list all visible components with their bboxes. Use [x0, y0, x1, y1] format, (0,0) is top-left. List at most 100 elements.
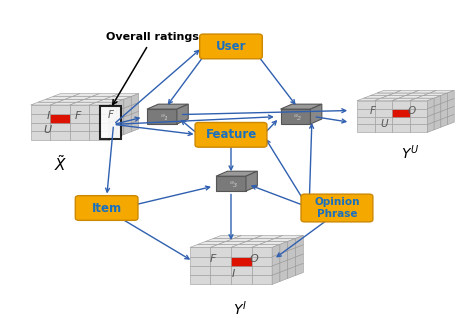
Polygon shape: [112, 93, 139, 96]
Polygon shape: [288, 257, 296, 269]
Polygon shape: [406, 93, 430, 95]
Polygon shape: [288, 248, 296, 260]
Polygon shape: [441, 93, 448, 103]
Polygon shape: [190, 275, 211, 284]
Polygon shape: [251, 245, 280, 247]
Text: Opinion
Phrase: Opinion Phrase: [314, 197, 360, 219]
Polygon shape: [392, 116, 410, 124]
Polygon shape: [213, 235, 242, 238]
Polygon shape: [296, 263, 304, 275]
Polygon shape: [430, 90, 454, 93]
Polygon shape: [50, 123, 70, 131]
Polygon shape: [296, 254, 304, 266]
Polygon shape: [131, 102, 139, 114]
Polygon shape: [50, 114, 70, 123]
Polygon shape: [92, 93, 119, 96]
Polygon shape: [280, 104, 322, 109]
Polygon shape: [50, 131, 70, 140]
Polygon shape: [288, 266, 296, 279]
Polygon shape: [392, 101, 410, 109]
Polygon shape: [190, 266, 211, 275]
Polygon shape: [288, 238, 296, 251]
Polygon shape: [116, 108, 124, 120]
Polygon shape: [417, 95, 441, 98]
Polygon shape: [441, 109, 448, 119]
Polygon shape: [392, 109, 410, 116]
Polygon shape: [280, 241, 288, 254]
Polygon shape: [65, 96, 92, 99]
Polygon shape: [53, 93, 80, 96]
Polygon shape: [38, 99, 65, 102]
Polygon shape: [70, 105, 89, 114]
Polygon shape: [434, 95, 441, 106]
Polygon shape: [280, 260, 288, 272]
Polygon shape: [381, 95, 406, 98]
Polygon shape: [434, 111, 441, 122]
Polygon shape: [272, 263, 280, 275]
Text: ᵊ₂: ᵊ₂: [294, 113, 302, 122]
Polygon shape: [89, 102, 116, 105]
Polygon shape: [30, 102, 58, 105]
Polygon shape: [392, 98, 417, 101]
Polygon shape: [375, 116, 392, 124]
Text: I: I: [232, 269, 235, 279]
Polygon shape: [272, 245, 280, 257]
Text: ᵊ₃: ᵊ₃: [229, 180, 237, 189]
Polygon shape: [30, 114, 50, 123]
Polygon shape: [272, 272, 280, 284]
FancyBboxPatch shape: [195, 122, 267, 147]
Text: F: F: [210, 254, 216, 264]
Polygon shape: [211, 266, 231, 275]
Polygon shape: [410, 124, 427, 132]
Polygon shape: [30, 123, 50, 131]
Polygon shape: [392, 124, 410, 132]
Polygon shape: [89, 105, 109, 114]
Text: O: O: [408, 106, 416, 116]
Polygon shape: [177, 104, 188, 124]
Polygon shape: [375, 98, 399, 101]
Polygon shape: [267, 238, 296, 241]
Polygon shape: [251, 247, 272, 257]
Polygon shape: [399, 95, 423, 98]
Text: ᵊ₁: ᵊ₁: [160, 113, 168, 122]
Polygon shape: [50, 102, 77, 105]
Polygon shape: [116, 126, 124, 137]
Polygon shape: [211, 275, 231, 284]
Polygon shape: [109, 120, 116, 131]
Polygon shape: [375, 124, 392, 132]
Polygon shape: [147, 109, 177, 124]
Polygon shape: [375, 109, 392, 116]
Polygon shape: [85, 96, 112, 99]
Polygon shape: [206, 238, 234, 241]
Polygon shape: [231, 257, 251, 266]
Polygon shape: [441, 101, 448, 111]
Polygon shape: [231, 275, 251, 284]
Polygon shape: [70, 131, 89, 140]
Polygon shape: [423, 93, 448, 95]
Text: U: U: [380, 119, 388, 128]
Polygon shape: [131, 120, 139, 132]
Text: I: I: [46, 111, 49, 121]
Polygon shape: [395, 90, 419, 93]
Polygon shape: [310, 104, 322, 124]
Polygon shape: [97, 99, 124, 102]
Polygon shape: [364, 95, 388, 98]
Polygon shape: [70, 102, 97, 105]
Polygon shape: [77, 99, 104, 102]
Text: $Y^U$: $Y^U$: [401, 144, 420, 162]
Text: User: User: [216, 40, 246, 53]
Polygon shape: [211, 245, 239, 247]
Polygon shape: [239, 241, 267, 245]
Polygon shape: [410, 109, 427, 116]
Polygon shape: [231, 266, 251, 275]
Polygon shape: [375, 101, 392, 109]
Polygon shape: [211, 247, 231, 257]
Polygon shape: [116, 117, 124, 128]
Polygon shape: [448, 106, 454, 117]
Text: $\tilde{X}$: $\tilde{X}$: [54, 154, 67, 174]
Polygon shape: [198, 241, 226, 245]
Polygon shape: [410, 101, 427, 109]
Polygon shape: [427, 98, 434, 109]
Polygon shape: [275, 235, 304, 238]
Polygon shape: [280, 251, 288, 263]
